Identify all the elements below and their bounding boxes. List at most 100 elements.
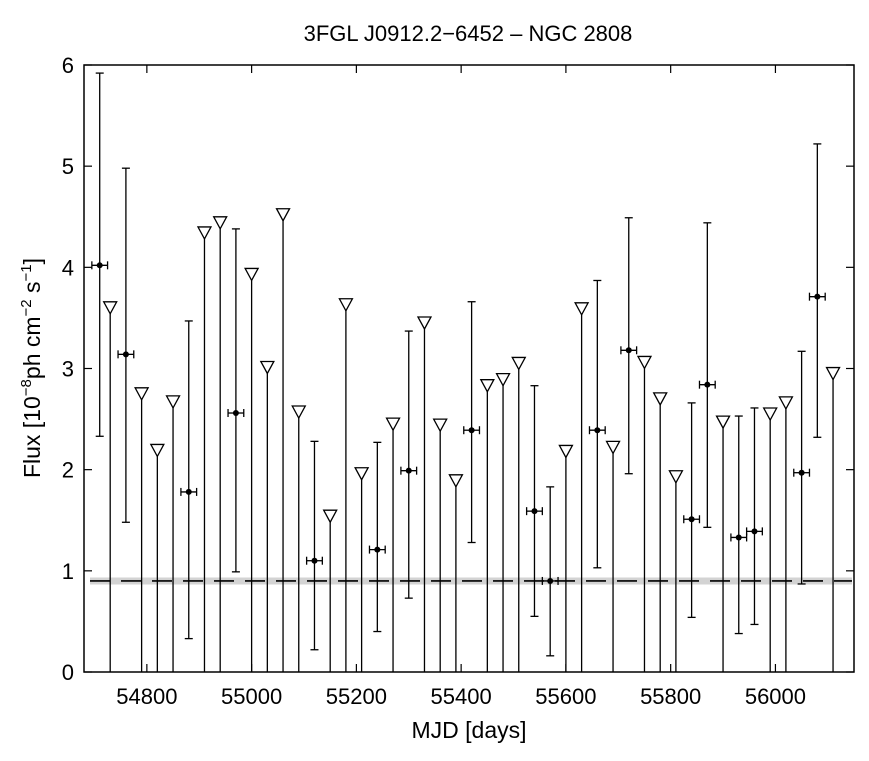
y-tick-label: 5 bbox=[62, 154, 74, 179]
y-tick-label: 4 bbox=[62, 255, 74, 280]
y-label-exp1: −8 bbox=[18, 379, 35, 396]
data-point bbox=[751, 528, 758, 535]
detection-point bbox=[180, 320, 198, 640]
upper-limit-marker bbox=[416, 316, 433, 672]
data-point bbox=[688, 516, 695, 523]
y-tick-label: 1 bbox=[62, 559, 74, 584]
upper-limit-triangle bbox=[291, 405, 307, 420]
upper-limit-triangle bbox=[149, 443, 165, 458]
data-point bbox=[185, 488, 192, 495]
upper-limit-marker bbox=[825, 366, 841, 672]
x-tick-label: 55400 bbox=[431, 684, 492, 709]
upper-limit-marker bbox=[668, 470, 684, 672]
detection-point bbox=[400, 330, 418, 599]
upper-limit-marker bbox=[479, 379, 495, 672]
x-tick-label: 55200 bbox=[326, 684, 387, 709]
detection-point bbox=[463, 301, 481, 544]
upper-limit-marker bbox=[715, 415, 731, 672]
detection-point bbox=[745, 407, 763, 626]
upper-limit-triangle bbox=[574, 302, 590, 317]
chart-title: 3FGL J0912.2−6452 – NGC 2808 bbox=[304, 21, 633, 46]
upper-limit-triangle bbox=[652, 392, 668, 407]
y-tick-label: 3 bbox=[62, 357, 74, 382]
upper-limit-marker bbox=[778, 396, 794, 672]
data-point bbox=[704, 381, 711, 388]
upper-limit-triangle bbox=[432, 418, 448, 433]
upper-limit-marker bbox=[511, 356, 527, 672]
data-point bbox=[547, 577, 554, 584]
upper-limit-marker bbox=[652, 392, 668, 672]
upper-limit-triangle bbox=[322, 509, 338, 524]
data-point bbox=[468, 427, 475, 434]
data-point bbox=[594, 427, 601, 434]
axis-ticks: 54800 55000 55200 55400 55600 55800 56000 0 1 2 3 4… bbox=[62, 53, 854, 709]
data-point bbox=[122, 351, 129, 358]
detection-point bbox=[698, 222, 716, 528]
upper-limit-triangle bbox=[762, 407, 778, 422]
upper-limit-triangle bbox=[825, 366, 841, 381]
upper-limit-triangle bbox=[636, 355, 653, 370]
data-point bbox=[374, 546, 381, 553]
upper-limit-triangle bbox=[778, 396, 794, 411]
data-point bbox=[531, 508, 538, 515]
upper-limit-triangle bbox=[259, 360, 275, 375]
data-point bbox=[232, 410, 239, 417]
detection-point bbox=[117, 167, 135, 523]
detection-point bbox=[227, 228, 245, 573]
upper-limit-triangle bbox=[196, 226, 213, 241]
detection-point bbox=[730, 415, 748, 635]
detection-point bbox=[541, 486, 559, 657]
upper-limit-triangle bbox=[558, 444, 574, 459]
y-label-exp2: −2 bbox=[18, 299, 35, 316]
upper-limit-marker bbox=[134, 387, 150, 672]
data-point bbox=[814, 293, 821, 300]
data-point bbox=[735, 534, 742, 541]
y-tick-label: 6 bbox=[62, 53, 74, 78]
upper-limit-marker bbox=[322, 509, 338, 672]
upper-limit-marker bbox=[385, 417, 401, 672]
upper-limit-marker bbox=[149, 443, 165, 672]
x-tick-label: 55600 bbox=[535, 684, 596, 709]
detection-point bbox=[588, 279, 606, 569]
y-tick-label: 2 bbox=[62, 458, 74, 483]
upper-limit-marker bbox=[636, 355, 653, 672]
upper-limit-marker bbox=[558, 444, 574, 672]
x-axis-label: MJD [days] bbox=[411, 717, 526, 743]
data-point bbox=[405, 467, 412, 474]
upper-limit-triangle bbox=[134, 387, 150, 402]
upper-limit-triangle bbox=[165, 395, 181, 410]
upper-limit-triangle bbox=[715, 415, 731, 430]
upper-limit-marker bbox=[762, 407, 778, 672]
detection-point bbox=[808, 143, 826, 438]
upper-limit-triangle bbox=[275, 208, 291, 223]
y-label-exp3: −1 bbox=[18, 264, 35, 281]
upper-limit-triangle bbox=[511, 356, 527, 371]
upper-limit-marker bbox=[291, 405, 307, 672]
upper-limit-triangle bbox=[102, 301, 118, 316]
upper-limit-marker bbox=[354, 467, 370, 672]
x-tick-label: 55800 bbox=[640, 684, 701, 709]
detection-point bbox=[91, 72, 109, 437]
y-label-pre: Flux [10 bbox=[19, 396, 45, 478]
upper-limit-marker bbox=[196, 226, 213, 672]
data-layer bbox=[91, 72, 841, 672]
x-tick-label: 54800 bbox=[116, 684, 177, 709]
upper-limit-marker bbox=[165, 395, 181, 672]
detection-point bbox=[620, 217, 638, 475]
upper-limit-marker bbox=[432, 418, 448, 672]
detection-point bbox=[368, 441, 386, 633]
y-label-mid2: s bbox=[19, 281, 45, 299]
upper-limit-marker bbox=[102, 301, 118, 672]
detection-point bbox=[683, 402, 701, 619]
upper-limit-triangle bbox=[244, 267, 260, 282]
upper-limit-triangle bbox=[479, 379, 495, 394]
upper-limit-triangle bbox=[416, 316, 433, 331]
upper-limit-triangle bbox=[385, 417, 401, 432]
x-tick-label: 56000 bbox=[745, 684, 806, 709]
upper-limit-marker bbox=[574, 302, 590, 672]
y-axis-label: Flux [10−8ph cm−2 s−1] bbox=[18, 258, 45, 478]
upper-limit-marker bbox=[275, 208, 291, 672]
upper-limit-triangle bbox=[448, 474, 464, 489]
upper-limit-triangle bbox=[495, 372, 511, 387]
